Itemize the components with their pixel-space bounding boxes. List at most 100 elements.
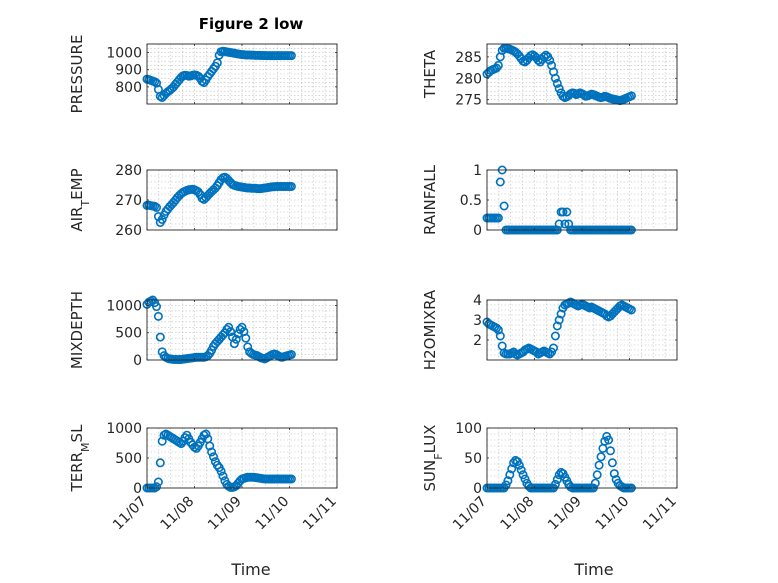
y-tick-label: 0 bbox=[133, 353, 142, 369]
axes-mixdepth: 0 500 1000 MIXDEPTH bbox=[68, 291, 338, 369]
y-tick-label: 0.5 bbox=[460, 193, 482, 209]
y-tick-label: 800 bbox=[115, 80, 142, 96]
y-tick-label: 270 bbox=[115, 193, 142, 209]
data-point bbox=[507, 464, 517, 474]
y-tick-label: 280 bbox=[115, 163, 142, 179]
y-tick-label: 280 bbox=[455, 71, 482, 87]
data-point bbox=[590, 478, 600, 488]
y-tick-label: 0 bbox=[133, 481, 142, 497]
data-point bbox=[231, 334, 241, 344]
y-tick-label: 1000 bbox=[106, 46, 142, 62]
data-point bbox=[157, 215, 167, 225]
data-point bbox=[216, 466, 226, 476]
data-point bbox=[153, 311, 163, 321]
data-point bbox=[493, 213, 503, 223]
data-point bbox=[155, 332, 165, 342]
data-point bbox=[152, 203, 162, 213]
data-point bbox=[556, 309, 566, 319]
data-point bbox=[554, 84, 564, 94]
y-axis-label: AIRTEMP bbox=[68, 168, 92, 231]
axes-h2omixra: 2 3 4 H2OMIXRA bbox=[421, 289, 678, 370]
data-point bbox=[607, 458, 617, 468]
y-tick-label: 260 bbox=[115, 223, 142, 239]
y-axis-label: THETA bbox=[421, 49, 439, 99]
y-tick-label: 1000 bbox=[106, 421, 142, 437]
y-tick-label: 0 bbox=[473, 481, 482, 497]
data-point bbox=[552, 78, 562, 88]
data-point bbox=[493, 325, 503, 335]
y-tick-label: 0 bbox=[473, 223, 482, 239]
data-point bbox=[514, 460, 524, 470]
data-point bbox=[554, 219, 564, 229]
y-axis-label: PRESSURE bbox=[68, 35, 86, 114]
data-point bbox=[560, 219, 570, 229]
data-point bbox=[518, 470, 528, 480]
y-tick-label: 285 bbox=[455, 50, 482, 66]
x-axis-label-left: Time bbox=[230, 560, 270, 579]
data-point bbox=[233, 329, 243, 339]
data-point bbox=[596, 452, 606, 462]
axes-rainfall: 0 0.5 1 RAINFALL bbox=[421, 163, 678, 239]
data-point bbox=[155, 458, 165, 468]
plot-area bbox=[147, 300, 337, 360]
data-point bbox=[520, 474, 530, 484]
data-point bbox=[180, 433, 190, 443]
data-point bbox=[626, 91, 636, 101]
data-point bbox=[505, 470, 515, 480]
data-point bbox=[152, 482, 162, 492]
data-point bbox=[209, 452, 219, 462]
data-point bbox=[554, 315, 564, 325]
data-point bbox=[503, 476, 513, 486]
data-point bbox=[207, 447, 217, 457]
axes-air-temp: 260 270 280 AIRTEMP bbox=[68, 163, 338, 239]
x-axis-label-right: Time bbox=[573, 560, 613, 579]
y-tick-label: 2 bbox=[473, 333, 482, 349]
data-point bbox=[550, 73, 560, 83]
data-point bbox=[592, 470, 602, 480]
data-point bbox=[237, 322, 247, 332]
data-point bbox=[153, 477, 163, 487]
y-axis-label: SUNFLUX bbox=[421, 425, 445, 492]
data-point bbox=[201, 429, 211, 439]
data-point bbox=[286, 474, 296, 484]
data-point bbox=[205, 441, 215, 451]
y-tick-label: 1 bbox=[473, 163, 482, 179]
data-point bbox=[600, 436, 610, 446]
data-point bbox=[495, 177, 505, 187]
y-tick-label: 50 bbox=[464, 451, 482, 467]
data-point bbox=[152, 302, 162, 312]
data-point bbox=[241, 333, 251, 343]
data-point bbox=[552, 321, 562, 331]
y-axis-label: MIXDEPTH bbox=[68, 291, 86, 369]
data-point bbox=[224, 322, 234, 332]
data-point bbox=[605, 446, 615, 456]
y-axis-label: H2OMIXRA bbox=[421, 289, 439, 370]
data-point bbox=[218, 471, 228, 481]
data-point bbox=[552, 475, 562, 485]
data-point bbox=[545, 55, 555, 65]
data-point bbox=[499, 201, 509, 211]
data-point bbox=[229, 339, 239, 349]
data-point bbox=[491, 323, 501, 333]
data-point bbox=[558, 207, 568, 217]
data-point bbox=[157, 436, 167, 446]
data-point bbox=[609, 469, 619, 479]
data-point bbox=[495, 331, 505, 341]
data-point bbox=[286, 350, 296, 360]
y-tick-label: 1000 bbox=[106, 298, 142, 314]
y-tick-label: 500 bbox=[115, 326, 142, 342]
data-point bbox=[286, 182, 296, 192]
data-point bbox=[626, 305, 636, 315]
figure-title: Figure 2 low bbox=[199, 15, 304, 33]
data-point bbox=[594, 460, 604, 470]
data-point bbox=[286, 51, 296, 61]
axes-theta: 275 280 285 THETA bbox=[421, 43, 678, 109]
y-tick-label: 4 bbox=[473, 293, 482, 309]
data-point bbox=[550, 331, 560, 341]
data-point bbox=[493, 60, 503, 70]
data-point bbox=[562, 207, 572, 217]
data-point bbox=[516, 465, 526, 475]
data-point bbox=[604, 435, 614, 445]
data-point bbox=[548, 343, 558, 353]
